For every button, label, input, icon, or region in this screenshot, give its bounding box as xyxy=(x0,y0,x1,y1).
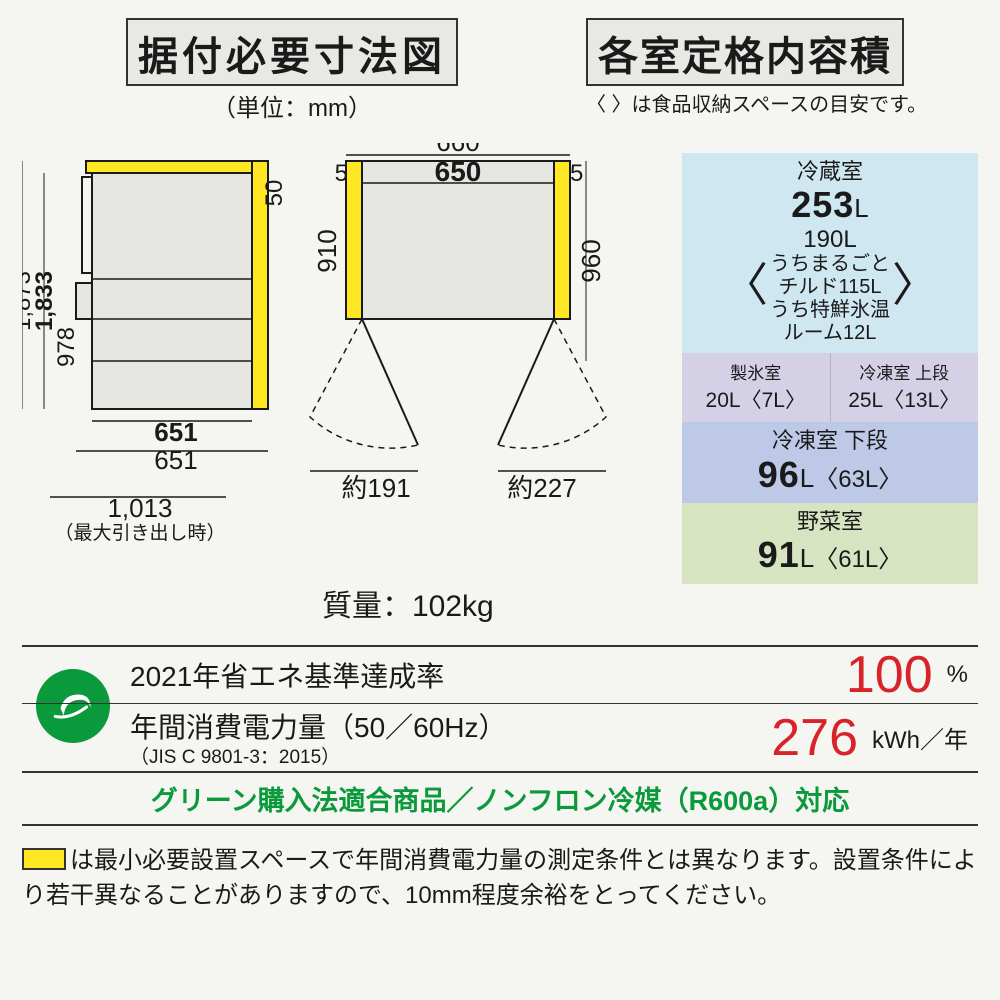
dim-door-depth: 910 xyxy=(312,229,342,272)
dim-top-gap: 50 xyxy=(261,180,288,207)
mass-value: 102kg xyxy=(412,590,494,623)
comp-fridge-title: 冷蔵室 xyxy=(686,159,974,184)
dim-w-inner: 650 xyxy=(435,156,482,187)
energy-row-2: 年間消費電力量（50／60Hz） （JIS C 9801-3：2015） 276… xyxy=(22,703,978,771)
energy-label-1: 2021年省エネ基準達成率 xyxy=(130,655,444,695)
mass-row: 質量：102kg xyxy=(322,581,662,625)
dim-w-outer: 660 xyxy=(436,143,479,157)
comp-ice: 製氷室 20L〈7L〉 xyxy=(682,353,830,422)
footnote: は最小必要設置スペースで年間消費電力量の測定条件とは異なります。設置条件により若… xyxy=(22,844,978,914)
dim-h-lower: 978 xyxy=(53,327,80,367)
header-row: 据付必要寸法図 （単位：mm） 各室定格内容積 〈 〉は食品収納スペースの目安で… xyxy=(22,18,978,123)
energy-label-2: 年間消費電力量（50／60Hz） （JIS C 9801-3：2015） xyxy=(130,706,507,769)
dim-top-height: 960 xyxy=(576,239,606,282)
dim-gap-l: 5 xyxy=(335,160,348,187)
dim-depth: 651 xyxy=(154,445,197,475)
diagram-area: 1,873 1,833 978 50 651 651 1,013 （最大引き出し… xyxy=(22,143,662,625)
capacity-title: 各室定格内容積 xyxy=(586,18,904,86)
dimensions-title: 据付必要寸法図 xyxy=(126,18,458,86)
comp-upper: 冷凍室 上段 25L〈13L〉 xyxy=(830,353,979,422)
mass-label: 質量： xyxy=(322,590,412,623)
comp-veg: 野菜室 91L〈61L〉 xyxy=(682,503,978,584)
capacity-note: 〈 〉は食品収納スペースの目安です。 xyxy=(586,88,978,117)
energy-table: 2021年省エネ基準達成率 100 % 年間消費電力量（50／60Hz） （JI… xyxy=(22,645,978,773)
green-compliance: グリーン購入法適合商品／ノンフロン冷媒（R600a）対応 xyxy=(22,773,978,826)
footnote-text: は最小必要設置スペースで年間消費電力量の測定条件とは異なります。設置条件により若… xyxy=(22,847,977,909)
dimensions-unit: （単位：mm） xyxy=(22,88,562,123)
comp-fridge-main: 253 xyxy=(791,184,854,225)
energy-row-1: 2021年省エネ基準達成率 100 % xyxy=(22,647,978,703)
comp-split: 製氷室 20L〈7L〉 冷凍室 上段 25L〈13L〉 xyxy=(682,353,978,422)
energy-unit-1: % xyxy=(947,661,968,689)
dim-pullout-note: （最大引き出し時） xyxy=(54,522,225,544)
energy-unit-2: kWh／年 xyxy=(872,720,968,755)
compartments: 冷蔵室 253L 〈 190L うちまるごと チルド115L うち特鮮氷温 ルー… xyxy=(682,153,978,625)
dimensions-diagram: 1,873 1,833 978 50 651 651 1,013 （最大引き出し… xyxy=(22,143,662,573)
energy-value-1: 100 xyxy=(846,649,933,701)
mid-row: 1,873 1,833 978 50 651 651 1,013 （最大引き出し… xyxy=(22,143,978,625)
comp-fridge: 冷蔵室 253L 〈 190L うちまるごと チルド115L うち特鮮氷温 ルー… xyxy=(682,153,978,353)
dim-swing-l: 約191 xyxy=(341,473,410,503)
energy-value-2: 276 xyxy=(771,712,858,764)
dim-swing-r: 約227 xyxy=(507,473,576,503)
dim-gap-r: 5 xyxy=(570,160,583,187)
yellow-swatch-icon xyxy=(22,848,66,870)
comp-lower: 冷凍室 下段 96L〈63L〉 xyxy=(682,422,978,503)
